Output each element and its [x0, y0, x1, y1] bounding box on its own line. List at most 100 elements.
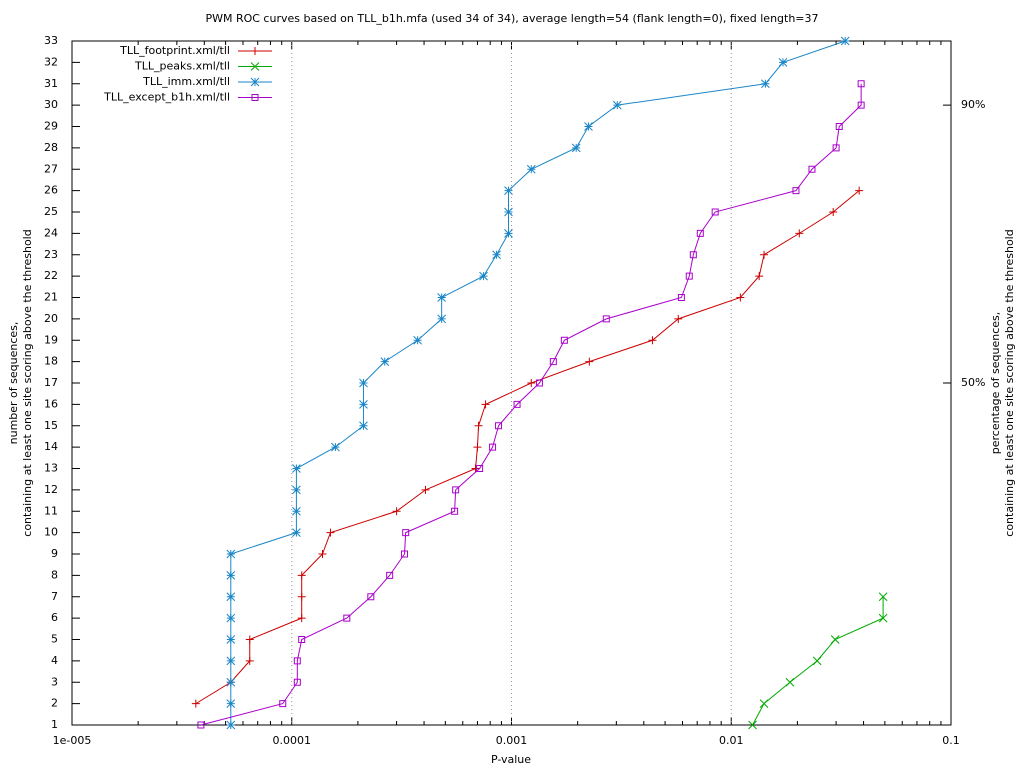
plot-border [71, 40, 952, 726]
y-tick-label: 31 [44, 77, 58, 90]
y-tick-label: 27 [44, 162, 58, 175]
data-point [711, 208, 719, 216]
data-point [677, 294, 685, 301]
data-point [835, 123, 843, 130]
series-line [230, 40, 846, 725]
data-point [830, 635, 840, 644]
y-tick-label: 6 [51, 611, 58, 624]
data-point [560, 336, 568, 344]
data-point [197, 721, 205, 729]
data-point [584, 122, 593, 131]
data-point [476, 465, 484, 472]
data-point [829, 208, 838, 216]
data-point [526, 164, 536, 174]
x-tick-label: 1e-005 [53, 734, 92, 747]
legend-label: TLL_except_b1h.xml/tll [103, 91, 230, 104]
data-point [812, 656, 822, 666]
data-point [392, 507, 401, 516]
y-tick-label: 10 [44, 526, 58, 539]
data-point [571, 143, 581, 153]
data-point [331, 442, 340, 452]
data-point [832, 144, 840, 152]
data-point [359, 421, 368, 431]
data-point [792, 187, 800, 195]
data-point [878, 592, 888, 602]
y-tick-label: 18 [44, 355, 58, 368]
y-tick-label: 4 [51, 654, 58, 667]
data-point [226, 635, 236, 644]
data-point [343, 614, 351, 622]
data-point [736, 293, 745, 302]
data-point [473, 443, 482, 452]
y-tick-label: 5 [51, 633, 58, 646]
data-point [474, 421, 483, 430]
data-point [689, 251, 697, 259]
y-tick-label: 23 [44, 248, 58, 261]
data-point [386, 571, 394, 579]
data-point [492, 250, 501, 260]
y-tick-label: 17 [44, 376, 58, 389]
data-point [504, 207, 513, 217]
data-point [226, 549, 236, 559]
y-tick-label: 30 [44, 98, 58, 111]
legend-marker [250, 77, 260, 87]
data-point [452, 486, 460, 494]
legend-marker [250, 62, 260, 71]
data-point [437, 314, 447, 324]
data-point [402, 529, 410, 537]
y-tick-label: 25 [44, 205, 58, 218]
y2-axis-label: containing at least one site scoring abo… [1003, 229, 1016, 536]
data-point [297, 571, 306, 580]
legend-marker [251, 47, 259, 55]
data-point [795, 229, 804, 238]
x-axis-label: P-value [491, 753, 531, 766]
data-point [778, 58, 788, 67]
data-point [748, 720, 757, 730]
data-point [761, 79, 770, 89]
data-point [226, 720, 236, 730]
data-point [292, 464, 301, 473]
x-tick-label: 0.001 [496, 734, 528, 747]
data-point [279, 700, 287, 708]
data-point [297, 614, 306, 623]
data-point [326, 528, 335, 537]
data-point [297, 592, 306, 601]
y-tick-label: 26 [44, 184, 58, 197]
data-point [674, 314, 683, 323]
data-point [602, 315, 610, 323]
data-point [479, 271, 488, 281]
y2-axis-label: percentage of sequences, [989, 312, 1002, 454]
legend-label: TLL_imm.xml/tll [142, 75, 230, 88]
data-point [293, 678, 301, 686]
y-tick-label: 1 [51, 718, 58, 731]
data-point [191, 699, 200, 708]
data-point [292, 528, 301, 537]
data-point [226, 592, 236, 602]
data-point [760, 250, 769, 259]
data-point [840, 36, 850, 46]
data-point [549, 358, 557, 366]
y-tick-label: 24 [44, 226, 58, 239]
data-point [293, 657, 301, 665]
y-tick-label: 3 [51, 675, 58, 688]
y-tick-label: 16 [44, 397, 58, 410]
y-tick-label: 21 [44, 291, 58, 304]
data-point [226, 656, 236, 666]
data-point [359, 378, 368, 388]
y2-tick-label: 50% [961, 376, 985, 389]
data-point [451, 507, 459, 515]
y-tick-label: 33 [44, 34, 58, 47]
y-tick-label: 7 [51, 590, 58, 603]
series-line [195, 190, 860, 705]
chart-title: PWM ROC curves based on TLL_b1h.mfa (use… [205, 12, 818, 25]
data-point [759, 699, 769, 708]
y-tick-label: 22 [44, 269, 58, 282]
data-point [380, 357, 390, 366]
data-point [527, 379, 536, 387]
data-point [878, 613, 888, 623]
data-point [648, 336, 657, 345]
y-tick-label: 29 [44, 120, 58, 133]
y2-tick-label: 90% [961, 98, 985, 111]
data-point [495, 422, 503, 430]
